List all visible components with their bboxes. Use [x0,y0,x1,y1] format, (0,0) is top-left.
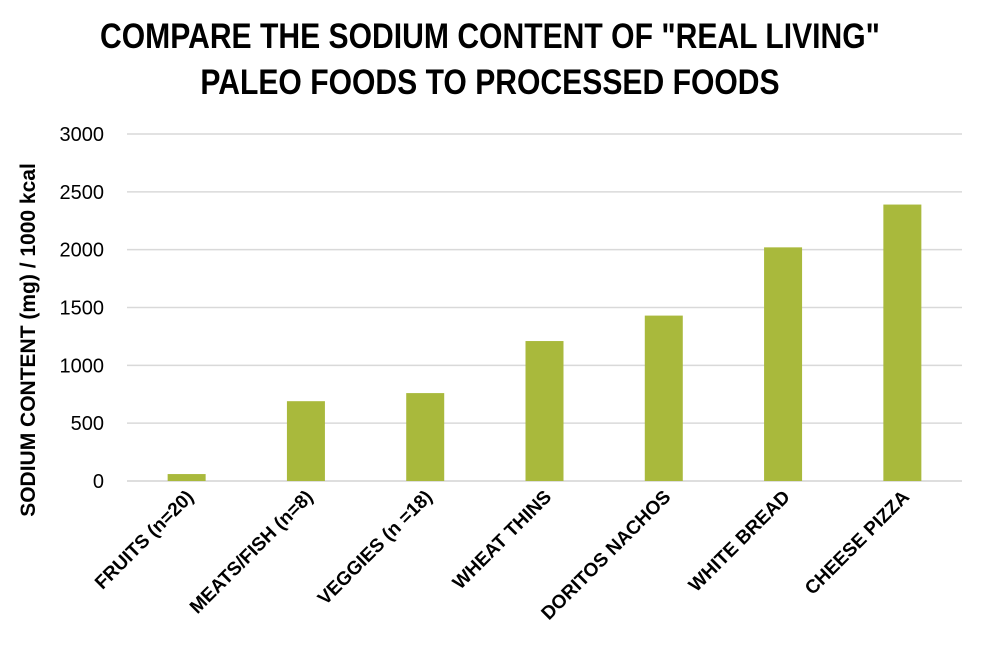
y-tick-label: 2000 [60,240,105,262]
bar [644,315,683,481]
x-category-label: CHEESE PIZZA [801,486,914,599]
y-tick-label: 1000 [60,355,105,377]
y-axis-label: SODIUM CONTENT (mg) / 1000 kcal [17,163,40,517]
chart-title-line-2: PALEO FOODS TO PROCESSED FOODS [200,63,780,102]
chart-title-line-1: COMPARE THE SODIUM CONTENT OF "REAL LIVI… [100,17,880,56]
x-category-label: DORITOS NACHOS [538,487,676,625]
bar [286,401,325,481]
bars [167,204,922,481]
y-tick-label: 500 [71,413,104,435]
y-tick-label: 2500 [60,182,105,204]
y-tick-label: 3000 [60,124,105,146]
x-axis-labels: FRUITS (n=20)MEATS/FISH (n=8)VEGGIES (n … [91,486,914,624]
y-tick-label: 0 [93,471,104,493]
bar [764,247,803,481]
chart-title: COMPARE THE SODIUM CONTENT OF "REAL LIVI… [69,14,912,106]
x-category-label: FRUITS (n=20) [91,487,198,594]
x-category-label: MEATS/FISH (n=8) [186,487,317,618]
x-category-label: WHEAT THINS [449,487,556,594]
x-category-label: VEGGIES (n =18) [314,487,437,610]
x-category-label: WHITE BREAD [685,487,795,597]
bar [406,393,445,481]
y-tick-label: 1500 [60,298,105,320]
bar [883,204,922,481]
y-axis-ticks: 0 500 1000 1500 2000 2500 3000 [60,124,105,493]
bar [167,474,206,481]
bar [525,341,564,481]
